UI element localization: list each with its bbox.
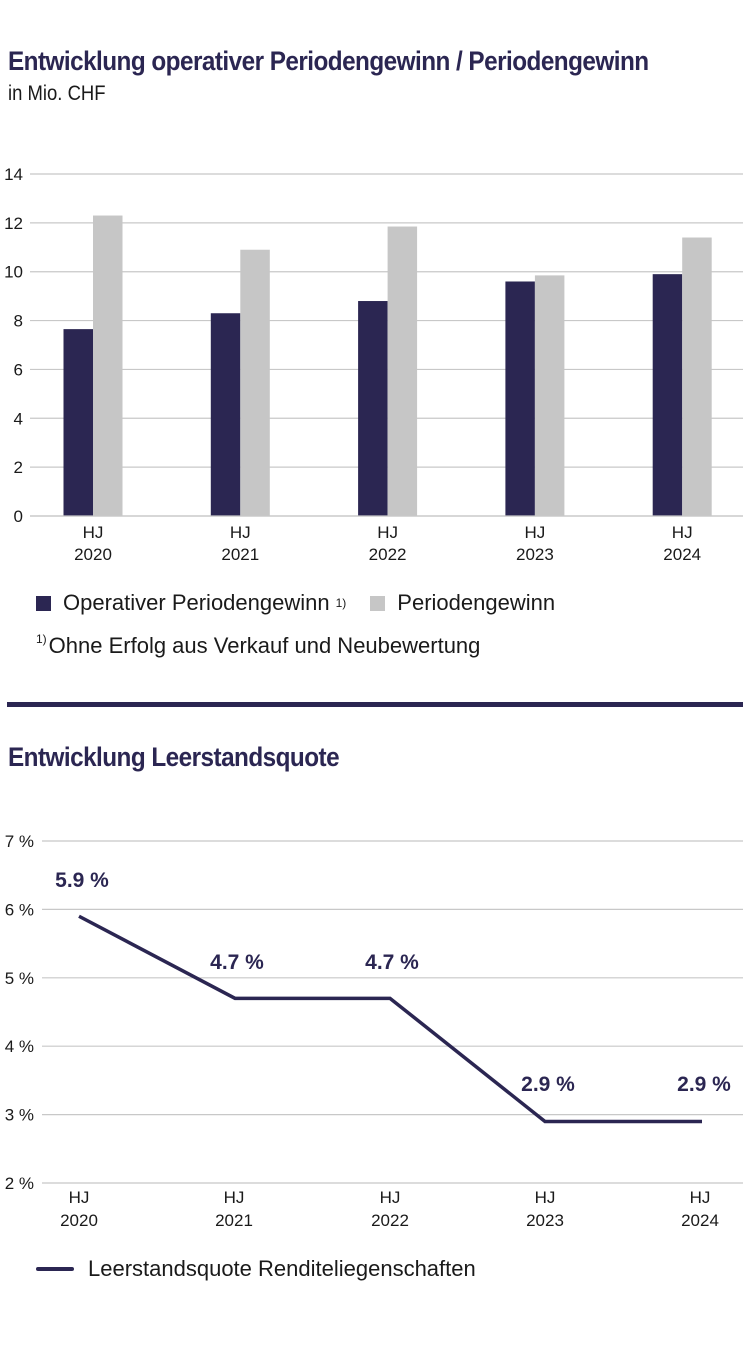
legend-label-periodengewinn: Periodengewinn [397,590,556,615]
bar-operativer [63,329,93,516]
y-tick-label: 10 [4,263,23,282]
bar-periodengewinn [93,215,123,516]
legend-footnote-marker: 1) [335,596,347,610]
x-tick-label: HJ [535,1188,556,1207]
legend-swatch-leerstand [36,1267,74,1271]
y-tick-label: 4 [14,409,23,428]
x-tick-label: HJ [377,523,398,542]
y-tick-label: 12 [4,214,23,233]
bar-periodengewinn [682,237,712,516]
x-tick-label: 2020 [74,545,112,564]
x-tick-label: HJ [525,523,546,542]
y-tick-label: 6 [14,360,23,379]
x-tick-label: 2024 [681,1211,719,1230]
line-chart: 2 % 3 % 4 % 5 % 6 % 7 % 5.9 % 4.7 % 4.7 % 2.9 % 2.… [5,832,743,1230]
footnote: 1)Ohne Erfolg aus Verkauf und Neubewertu… [36,632,480,659]
line-chart-title: Entwicklung Leerstandsquote [8,742,340,772]
y-tick-label: 14 [4,165,23,184]
x-tick-label: HJ [83,523,104,542]
bar-periodengewinn [240,249,270,516]
series-line-leerstand [78,914,702,1124]
x-tick-label: 2023 [526,1211,564,1230]
x-tick-label: HJ [69,1188,90,1207]
bar-operativer [210,313,241,516]
bar-operativer [505,281,535,516]
data-label: 2.9 % [677,1073,731,1096]
bar-periodengewinn [387,226,418,516]
bar-chart-subtitle: in Mio. CHF [8,82,106,105]
y-tick-label: 3 % [5,1106,34,1125]
x-tick-label: 2021 [221,545,259,564]
y-tick-label: 2 % [5,1174,34,1193]
bar-periodengewinn [534,275,565,516]
x-tick-label: 2024 [663,545,701,564]
x-tick-label: 2022 [371,1211,409,1230]
y-tick-label: 7 % [5,832,34,851]
legend-label-operativer: Operativer Periodengewinn [63,590,330,615]
y-tick-label: 8 [14,312,23,331]
x-tick-label: HJ [672,523,693,542]
legend-swatch-operativer [36,595,51,611]
footnote-marker: 1) [36,632,47,646]
legend-label-leerstand: Leerstandsquote Renditeliegenschaften [88,1256,476,1281]
line-legend: Leerstandsquote Renditeliegenschaften [36,1256,476,1282]
data-label: 4.7 % [365,951,419,974]
x-tick-label: 2020 [60,1211,98,1230]
x-tick-label: HJ [690,1188,711,1207]
x-tick-label: HJ [230,523,251,542]
data-label: 5.9 % [55,869,109,892]
footnote-text: Ohne Erfolg aus Verkauf und Neubewertung [48,633,481,658]
y-tick-label: 0 [14,507,23,526]
y-tick-label: 4 % [5,1037,34,1056]
bar-chart-title: Entwicklung operativer Periodengewinn / … [8,46,649,76]
data-label: 2.9 % [521,1073,575,1096]
bar-chart: 0 2 4 6 8 10 12 14 HJ 2020 HJ 2021 HJ 2022 HJ 2023 HJ 202… [4,165,743,564]
data-label: 4.7 % [210,951,264,974]
x-tick-label: 2022 [369,545,407,564]
legend-item-periodengewinn: Periodengewinn [370,590,555,616]
bar-operativer [358,301,388,516]
bar-legend: Operativer Periodengewinn 1) Periodengew… [36,590,555,616]
x-tick-label: HJ [380,1188,401,1207]
legend-item-operativer: Operativer Periodengewinn 1) [36,590,346,616]
legend-swatch-periodengewinn [370,595,386,611]
y-tick-label: 2 [14,458,23,477]
x-tick-label: 2023 [516,545,554,564]
y-tick-label: 6 % [5,900,34,919]
x-tick-label: 2021 [215,1211,253,1230]
x-tick-label: HJ [224,1188,245,1207]
section-divider [7,702,743,707]
bar-operativer [652,274,683,516]
y-tick-label: 5 % [5,969,34,988]
